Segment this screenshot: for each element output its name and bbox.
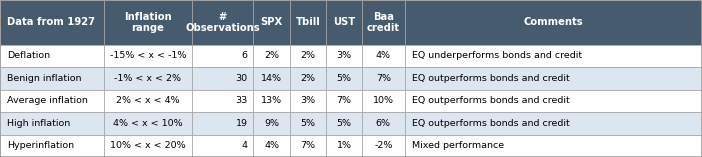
Text: 5%: 5% [336,74,352,83]
Bar [326,135,362,157]
Text: 13%: 13% [261,96,282,105]
Text: 7%: 7% [300,141,316,150]
Text: 7%: 7% [336,96,352,105]
Text: Deflation: Deflation [7,51,50,60]
Text: Benign inflation: Benign inflation [7,74,81,83]
Bar [326,0,362,45]
Text: UST: UST [333,17,355,27]
Text: Tbill: Tbill [296,17,321,27]
Text: 33: 33 [236,96,248,105]
Bar [0,0,104,45]
Bar [290,135,326,157]
Bar [326,45,362,67]
Text: 14%: 14% [261,74,282,83]
Bar [326,90,362,112]
Text: 9%: 9% [264,119,279,128]
Text: 7%: 7% [376,74,391,83]
Text: Mixed performance: Mixed performance [412,141,504,150]
Bar [0,67,104,90]
Text: EQ outperforms bonds and credit: EQ outperforms bonds and credit [412,96,570,105]
Text: Comments: Comments [524,17,583,27]
Text: -2%: -2% [374,141,392,150]
Bar [192,90,253,112]
Bar [0,112,104,135]
Bar [405,0,702,45]
Text: 3%: 3% [336,51,352,60]
Text: Baa
credit: Baa credit [366,12,400,33]
Text: High inflation: High inflation [7,119,70,128]
Text: Inflation
range: Inflation range [124,12,171,33]
Text: EQ underperforms bonds and credit: EQ underperforms bonds and credit [412,51,582,60]
Bar [253,135,290,157]
Bar [104,67,192,90]
Bar [253,112,290,135]
Text: #
Observations: # Observations [185,12,260,33]
Bar [290,112,326,135]
Bar [362,45,405,67]
Text: Hyperinflation: Hyperinflation [7,141,74,150]
Bar [405,112,702,135]
Text: -15% < x < -1%: -15% < x < -1% [110,51,186,60]
Text: 5%: 5% [300,119,316,128]
Text: Data from 1927: Data from 1927 [7,17,95,27]
Text: EQ outperforms bonds and credit: EQ outperforms bonds and credit [412,74,570,83]
Text: 2% < x < 4%: 2% < x < 4% [116,96,180,105]
Text: SPX: SPX [260,17,283,27]
Bar [362,135,405,157]
Bar [253,0,290,45]
Bar [253,90,290,112]
Bar [0,45,104,67]
Text: 19: 19 [236,119,248,128]
Text: -1% < x < 2%: -1% < x < 2% [114,74,181,83]
Bar [192,45,253,67]
Text: 4%: 4% [376,51,391,60]
Bar [362,0,405,45]
Text: 2%: 2% [300,74,316,83]
Bar [192,112,253,135]
Text: 30: 30 [236,74,248,83]
Bar [405,135,702,157]
Bar [290,0,326,45]
Bar [253,45,290,67]
Text: 10%: 10% [373,96,394,105]
Bar [362,112,405,135]
Bar [326,67,362,90]
Bar [362,90,405,112]
Bar [326,112,362,135]
Bar [104,90,192,112]
Bar [405,90,702,112]
Text: 4%: 4% [264,141,279,150]
Text: 4% < x < 10%: 4% < x < 10% [113,119,183,128]
Bar [104,135,192,157]
Bar [405,45,702,67]
Bar [290,67,326,90]
Bar [405,67,702,90]
Bar [362,67,405,90]
Text: 5%: 5% [336,119,352,128]
Bar [192,0,253,45]
Text: EQ outperforms bonds and credit: EQ outperforms bonds and credit [412,119,570,128]
Bar [192,67,253,90]
Bar [0,135,104,157]
Bar [0,90,104,112]
Bar [104,112,192,135]
Bar [290,90,326,112]
Bar [192,135,253,157]
Text: Average inflation: Average inflation [7,96,88,105]
Text: 2%: 2% [300,51,316,60]
Text: 10% < x < 20%: 10% < x < 20% [110,141,185,150]
Bar [290,45,326,67]
Text: 1%: 1% [336,141,352,150]
Text: 6%: 6% [376,119,391,128]
Bar [253,67,290,90]
Text: 6: 6 [241,51,248,60]
Bar [104,45,192,67]
Bar [104,0,192,45]
Text: 2%: 2% [264,51,279,60]
Text: 4: 4 [241,141,248,150]
Text: 3%: 3% [300,96,316,105]
